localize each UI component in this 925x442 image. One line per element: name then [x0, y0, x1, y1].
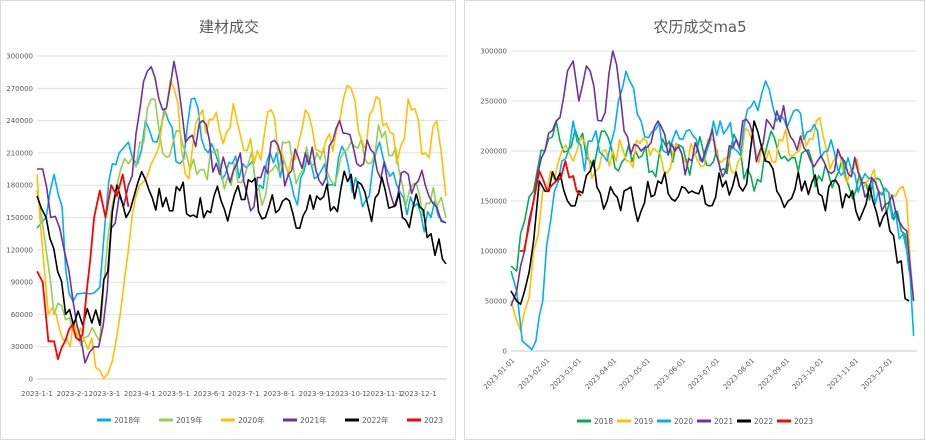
y-tick-label-right-4: 200000	[480, 148, 507, 156]
y-tick-label-left-7: 210000	[6, 149, 33, 157]
legend-label-left-5: 2023	[424, 416, 443, 425]
legend-label-right-2: 2020	[674, 417, 693, 426]
y-tick-label-right-0: 0	[503, 348, 507, 356]
series-line-left-5	[36, 173, 130, 361]
y-tick-label-left-9: 270000	[6, 85, 33, 93]
legend-label-left-4: 2022年	[362, 415, 389, 425]
x-tick-label-left-10: 2023-11-1	[366, 390, 402, 398]
y-tick-label-left-0: 0	[29, 376, 33, 384]
legend-label-right-3: 2021	[714, 417, 733, 426]
series-line-left-4	[36, 170, 447, 326]
y-tick-label-left-8: 240000	[6, 117, 33, 125]
series-line-right-3	[510, 50, 915, 307]
x-tick-label-right-10: 2023-11-01	[826, 357, 860, 391]
x-tick-label-right-2: 2023-03-01	[549, 357, 583, 391]
y-tick-label-left-6: 180000	[6, 182, 33, 190]
series-line-right-4	[510, 120, 910, 306]
x-tick-label-left-8: 2023-9-1	[299, 390, 331, 398]
x-tick-label-left-11: 2023-12-1	[400, 390, 436, 398]
x-tick-label-right-0: 2023-01-01	[482, 357, 516, 391]
y-tick-label-left-1: 30000	[11, 343, 33, 351]
series-line-left-2	[36, 79, 447, 380]
y-tick-label-right-1: 50000	[485, 298, 507, 306]
x-tick-label-left-4: 2023-5-1	[158, 390, 190, 398]
x-tick-label-left-7: 2023-8-1	[263, 390, 295, 398]
legend-label-left-3: 2021年	[300, 415, 327, 425]
x-tick-label-left-2: 2023-3-1	[88, 390, 120, 398]
x-tick-label-right-1: 2023-02-01	[517, 357, 551, 391]
series-line-right-2	[510, 70, 915, 351]
y-tick-label-left-10: 300000	[6, 53, 33, 61]
y-tick-label-right-6: 300000	[480, 48, 507, 56]
y-tick-label-right-2: 100000	[480, 248, 507, 256]
legend-label-right-1: 2019	[634, 417, 653, 426]
series-line-right-1	[510, 116, 915, 332]
y-tick-label-right-3: 150000	[480, 198, 507, 206]
series-line-left-3	[37, 60, 447, 364]
y-tick-label-left-2: 60000	[11, 311, 33, 319]
chart-left: 建材成交 0 30000 60000 90000 120000 150000 180000 21…	[6, 18, 447, 425]
x-tick-label-right-5: 2023-06-01	[653, 357, 687, 391]
chart-panel-left: 建材成交 0 30000 60000 90000 120000 150000 180000 21…	[0, 0, 456, 440]
legend-label-left-1: 2019年	[176, 415, 203, 425]
x-tick-label-right-7: 2023-08-01	[722, 357, 756, 391]
series-line-left-1	[36, 98, 447, 347]
x-tick-label-left-0: 2023-1-1	[21, 390, 53, 398]
legend-label-left-2: 2020年	[238, 415, 265, 425]
x-tick-label-left-3: 2023-4-1	[124, 390, 156, 398]
legend-label-right-5: 2023	[794, 417, 813, 426]
x-tick-label-right-8: 2023-09-01	[757, 357, 791, 391]
y-tick-label-left-3: 90000	[11, 279, 33, 287]
chart-title-left: 建材成交	[199, 18, 259, 36]
x-tick-label-right-6: 2023-07-01	[687, 357, 721, 391]
chart-title-right: 农历成交ma5	[653, 18, 746, 36]
series-line-right-5	[519, 160, 582, 252]
x-tick-label-left-5: 2023-6-1	[194, 390, 226, 398]
y-tick-label-left-4: 120000	[6, 246, 33, 254]
x-tick-label-left-6: 2023-7-1	[228, 390, 260, 398]
x-tick-label-right-11: 2023-12-01	[860, 357, 894, 391]
legend-label-right-4: 2022	[754, 417, 773, 426]
chart-right: 农历成交ma5 0 50000 100000 150000 200000 250000 300…	[480, 18, 917, 426]
y-tick-label-right-5: 250000	[480, 98, 507, 106]
x-tick-label-right-9: 2023-10-01	[791, 357, 825, 391]
y-tick-label-left-5: 150000	[6, 214, 33, 222]
x-tick-label-left-9: 2023-10-1	[331, 390, 367, 398]
series-line-right-0	[510, 120, 910, 272]
legend-label-right-0: 2018	[594, 417, 613, 426]
x-tick-label-left-1: 2023-2-1	[57, 390, 89, 398]
legend-label-left-0: 2018年	[114, 415, 141, 425]
x-tick-label-right-4: 2023-05-01	[618, 357, 652, 391]
x-tick-label-right-3: 2023-04-01	[584, 357, 618, 391]
chart-panel-right: 农历成交ma5 0 50000 100000 150000 200000 250000 300…	[464, 0, 925, 440]
